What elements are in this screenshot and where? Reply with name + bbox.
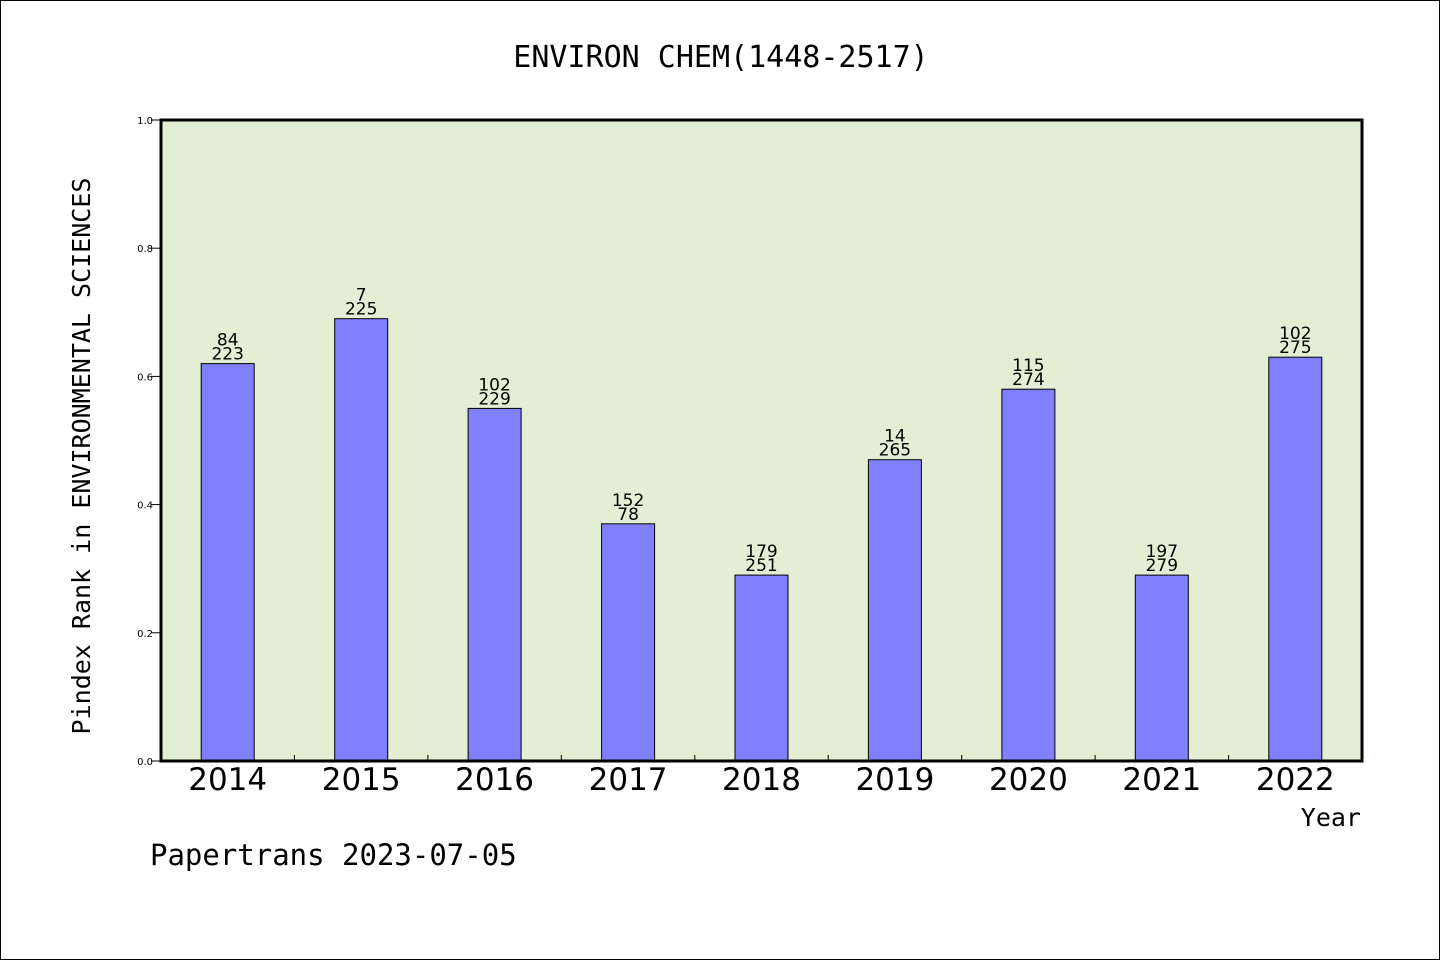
bar-2021: [1134, 574, 1189, 762]
y-tick-label: 0.4: [137, 501, 153, 512]
data-label-top-2019: 14: [884, 427, 906, 447]
x-tick-label-2015: 2015: [322, 762, 401, 798]
data-label-bottom-2014: 223: [211, 345, 243, 365]
data-label-top-2015: 7: [356, 286, 367, 306]
y-tick-label: 0.6: [137, 372, 153, 383]
bar-2019: [867, 459, 922, 762]
x-tick-label-2021: 2021: [1122, 762, 1201, 798]
data-label-bottom-2018: 251: [745, 556, 777, 576]
data-label-top-2017: 152: [612, 491, 644, 511]
bar-2022: [1268, 356, 1323, 762]
x-axis: 2014 2015 2016 2017 2018 2019 2020 2021 2022: [188, 755, 1335, 798]
data-label-bottom-2020: 274: [1012, 370, 1044, 390]
x-tick-label-2018: 2018: [722, 762, 801, 798]
data-label-top-2020: 115: [1012, 356, 1044, 376]
bar-2014: [200, 363, 255, 762]
data-label-top-2021: 197: [1146, 542, 1178, 562]
data-label-bottom-2015: 225: [345, 300, 377, 320]
y-tick-label: 1.0: [137, 116, 153, 127]
bars-layer: [200, 318, 1323, 762]
x-tick-label-2019: 2019: [855, 762, 934, 798]
plot-border: [159, 118, 1364, 763]
data-label-top-2014: 84: [217, 331, 239, 351]
data-label-top-2018: 179: [745, 542, 777, 562]
data-label-bottom-2022: 275: [1279, 338, 1311, 358]
x-tick-label-2014: 2014: [188, 762, 267, 798]
data-label-bottom-2021: 279: [1146, 556, 1178, 576]
y-axis: 0.0 0.2 0.4 0.6 0.8 1.0: [137, 116, 161, 768]
data-label-bottom-2017: 78: [617, 505, 639, 525]
bar-2016: [467, 407, 522, 762]
y-tick-label: 0.0: [137, 757, 153, 768]
bar-2020: [1001, 388, 1056, 762]
data-label-bottom-2019: 265: [879, 441, 911, 461]
x-axis-label: Year: [1301, 803, 1361, 832]
x-tick-label-2020: 2020: [989, 762, 1068, 798]
chart-title: ENVIRON CHEM(1448-2517): [513, 40, 928, 75]
y-tick-label: 0.8: [137, 244, 153, 255]
bar-2018: [734, 574, 789, 762]
y-axis-label: Pindex Rank in ENVIRONMENTAL SCIENCES: [67, 178, 96, 735]
x-tick-label-2016: 2016: [455, 762, 534, 798]
footer-credit: Papertrans 2023-07-05: [150, 838, 517, 872]
bar-2017: [601, 523, 656, 762]
data-label-bottom-2016: 229: [478, 389, 510, 409]
x-tick-label-2022: 2022: [1256, 762, 1335, 798]
data-labels-layer: 8422372251022291527817925114265115274197…: [211, 286, 1311, 576]
y-tick-label: 0.2: [137, 629, 153, 640]
data-label-top-2016: 102: [478, 375, 510, 395]
bar-2015: [334, 318, 389, 762]
x-tick-label-2017: 2017: [589, 762, 668, 798]
data-label-top-2022: 102: [1279, 324, 1311, 344]
